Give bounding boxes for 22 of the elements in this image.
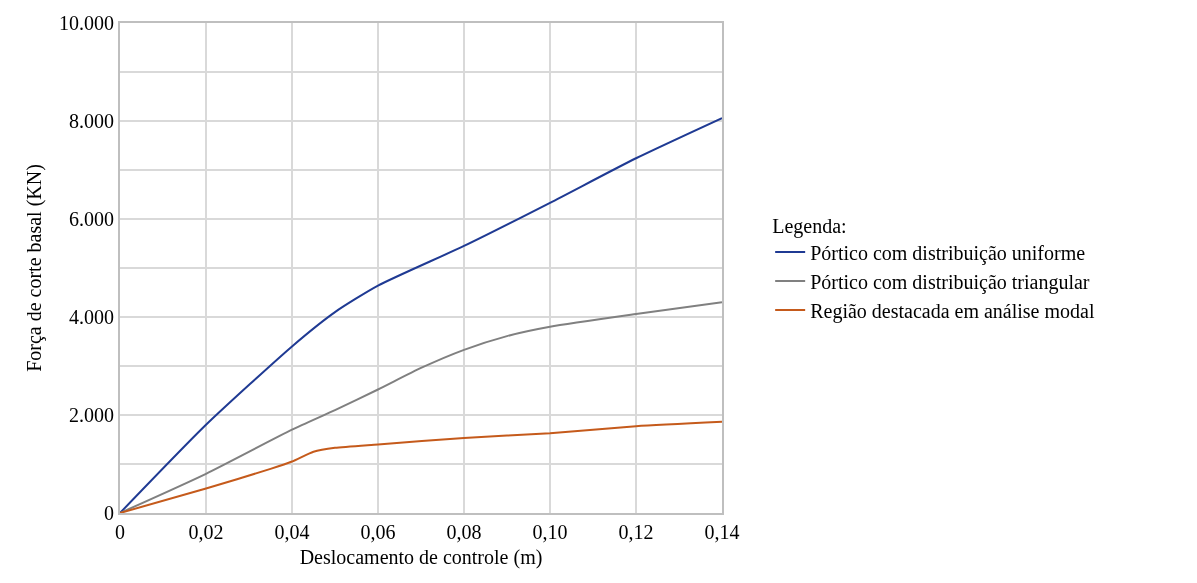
y-tick-label: 10.000 [59, 12, 114, 34]
legend-label: Pórtico com distribuição triangular [810, 270, 1090, 294]
y-tick-label: 4.000 [69, 306, 114, 328]
x-tick-label: 0,02 [188, 521, 224, 543]
line-series [120, 420, 722, 513]
x-tick-label: 0,08 [446, 521, 482, 543]
legend-title: Legenda: [772, 214, 847, 238]
legend-label: Região destacada em análise modal [810, 299, 1095, 323]
x-tick-label: 0,04 [274, 521, 310, 543]
x-tick-label: 0,06 [360, 521, 396, 543]
y-tick-label: 8.000 [69, 110, 114, 132]
x-axis-title: Deslocamento de controle (m) [299, 546, 543, 569]
x-tick-label: 0,10 [532, 521, 568, 543]
x-tick-label: 0,14 [704, 521, 740, 543]
line-series [120, 117, 722, 513]
y-axis-title: Força de corte basal (KN) [23, 164, 46, 372]
legend-label: Pórtico com distribuição uniforme [810, 241, 1086, 265]
y-tick-label: 6.000 [69, 208, 114, 230]
y-tick-label: 2.000 [69, 404, 114, 426]
x-tick-label: 0,12 [618, 521, 654, 543]
line-series [120, 301, 722, 513]
y-tick-label: 0 [104, 502, 114, 524]
